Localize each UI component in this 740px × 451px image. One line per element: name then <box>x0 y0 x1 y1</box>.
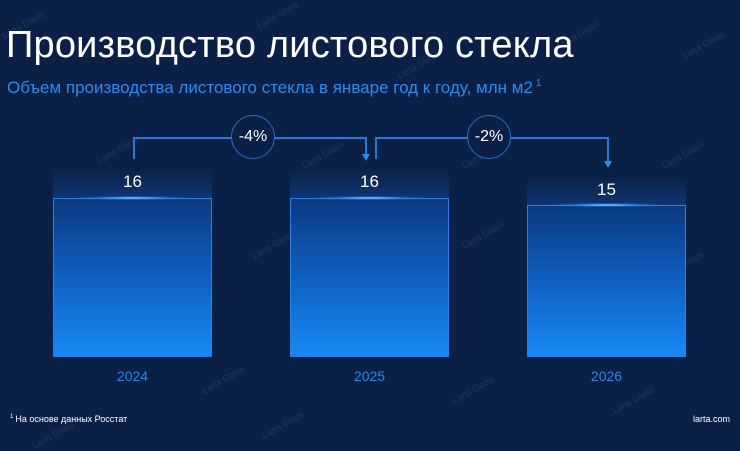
watermark: Larta Glass <box>260 409 306 441</box>
bar-fill <box>527 205 686 357</box>
subtitle-text: Объем производства листового стекла в ян… <box>7 78 533 97</box>
x-axis-label-2025: 2025 <box>353 368 386 384</box>
bracket-right-line <box>365 137 367 155</box>
bar-fill <box>290 198 449 357</box>
watermark: Larta Glass <box>460 219 506 251</box>
bar-2025: 16 <box>290 168 449 357</box>
bar-value: 16 <box>123 172 142 191</box>
site-link[interactable]: larta.com <box>692 414 730 424</box>
bar-label-area <box>527 176 686 205</box>
x-axis-label-2026: 2026 <box>590 368 623 384</box>
bar-2024: 16 <box>53 168 212 357</box>
change-badge: -2% <box>467 115 511 159</box>
footnote-text: На основе данных Росстат <box>15 414 128 424</box>
watermark: Larta Glass <box>250 229 296 261</box>
bracket-right-line <box>607 137 609 161</box>
bar-2026: 15 <box>527 176 686 357</box>
bar-value: 16 <box>360 172 379 191</box>
watermark: Larta Glass <box>610 384 656 416</box>
bar-value: 15 <box>597 180 616 199</box>
watermark: Larta Glass <box>450 374 496 406</box>
bracket-left-line <box>375 137 377 159</box>
bar-glow <box>313 196 426 200</box>
bracket-left-line <box>133 137 135 159</box>
footnote-mark: 1 <box>10 414 14 420</box>
chart-subtitle: Объем производства листового стекла в ян… <box>7 78 541 98</box>
bar-label-area <box>290 168 449 198</box>
watermark: Larta Glass <box>680 29 726 61</box>
arrow-down-icon <box>361 154 370 161</box>
bar-label-area <box>53 168 212 198</box>
bar-glow <box>76 196 189 200</box>
bar-glow <box>550 203 663 207</box>
watermark: Larta Glass <box>660 139 706 171</box>
bar-fill <box>53 198 212 357</box>
arrow-down-icon <box>603 161 612 168</box>
change-badge: -4% <box>231 115 275 159</box>
subtitle-footnote-mark: 1 <box>535 78 542 90</box>
page-title: Производство листового стекла <box>6 24 574 66</box>
footnote: 1 На основе данных Росстат <box>10 414 127 424</box>
watermark: Larta Glass <box>300 139 346 171</box>
x-axis-label-2024: 2024 <box>116 368 149 384</box>
